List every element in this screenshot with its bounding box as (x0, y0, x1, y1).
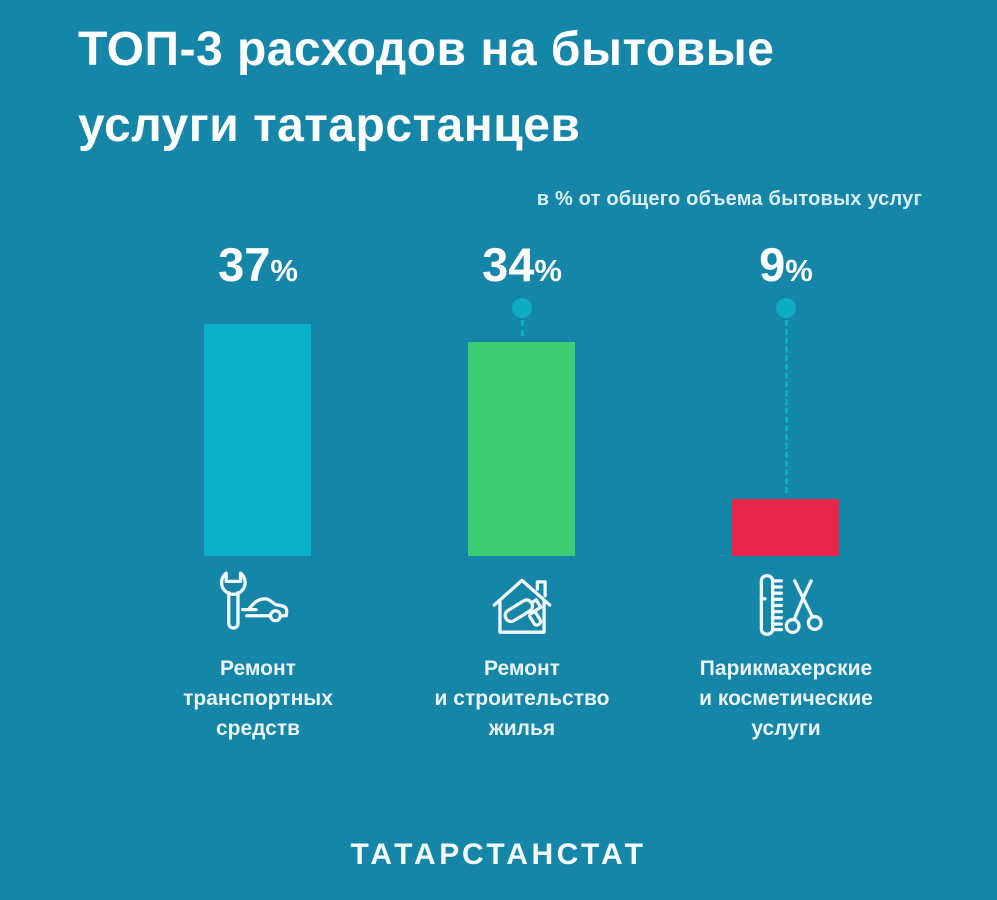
bar-zone (138, 290, 378, 556)
value-unit: % (534, 253, 562, 288)
bar-group-housing: 34% Ремонт и строительство жилья (402, 240, 642, 744)
value-number: 34 (482, 238, 535, 291)
bar-group-auto-repair: 37% Ремонт транспортных средств (138, 240, 378, 744)
value-label-auto-repair: 37% (138, 240, 378, 290)
leader-dot (512, 298, 532, 318)
category-label-housing: Ремонт и строительство жилья (434, 657, 610, 740)
bar-auto-repair (204, 324, 311, 556)
chart-subtitle: в % от общего объема бытовых услуг (536, 188, 922, 210)
bar-hairdressing (732, 499, 839, 556)
bar-zone (402, 290, 642, 556)
bar-zone (666, 290, 906, 556)
leader-dashed-line (520, 320, 524, 336)
poster-title: ТОП-3 расходов на бытовые услуги татарст… (78, 23, 775, 152)
leader-dot (776, 298, 796, 318)
value-unit: % (270, 253, 298, 288)
bar-housing (468, 342, 575, 556)
leader-dashed-line (784, 320, 788, 493)
value-unit: % (785, 253, 813, 288)
house-paint-roller-icon (402, 556, 642, 652)
wrench-car-icon (138, 556, 378, 652)
value-number: 37 (218, 238, 271, 291)
publisher-logo-text: ТАТАРСТАНСТАТ (350, 838, 647, 871)
value-number: 9 (759, 238, 786, 291)
category-label-auto-repair: Ремонт транспортных средств (183, 657, 333, 740)
category-label-hairdressing: Парикмахерские и косметические услуги (699, 657, 873, 740)
value-label-housing: 34% (402, 240, 642, 290)
value-label-hairdressing: 9% (666, 240, 906, 290)
bar-group-hairdressing: 9% Парикмахерские и косметические услуги (666, 240, 906, 744)
comb-scissors-icon (666, 556, 906, 652)
